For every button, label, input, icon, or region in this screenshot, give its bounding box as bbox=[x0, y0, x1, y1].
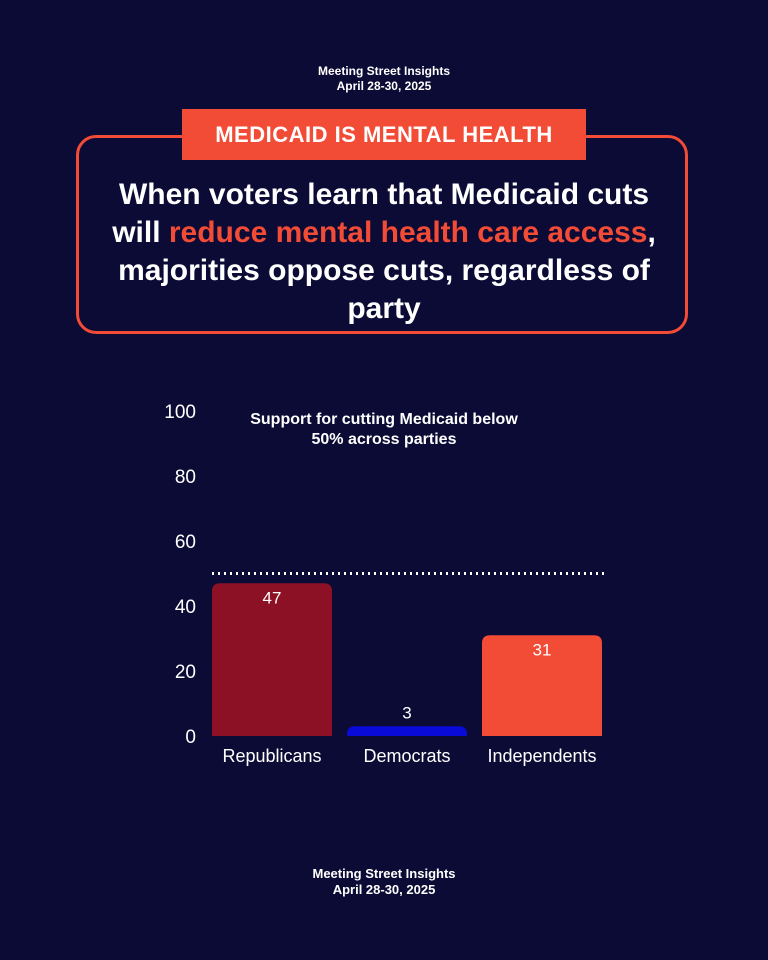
chart-title: Support for cutting Medicaid below 50% a… bbox=[250, 411, 518, 448]
headline-highlight: reduce mental health care access bbox=[168, 216, 648, 249]
x-tick-label: Republicans bbox=[222, 746, 321, 766]
y-tick-label: 0 bbox=[185, 727, 196, 748]
bar-value-label: 47 bbox=[263, 588, 282, 607]
bar-democrats bbox=[347, 726, 467, 736]
x-tick-label: Independents bbox=[487, 746, 596, 766]
headline: When voters learn that Medicaid cuts wil… bbox=[96, 176, 672, 328]
source-dates: April 28-30, 2025 bbox=[336, 79, 432, 93]
y-tick-label: 20 bbox=[175, 662, 196, 683]
headline-text: When voters learn that Medicaid cuts wil… bbox=[112, 178, 650, 249]
bar-value-label: 3 bbox=[402, 703, 411, 722]
source-dates: April 28-30, 2025 bbox=[332, 882, 436, 898]
bar-independents bbox=[482, 635, 602, 736]
topic-tag: MEDICAID IS MENTAL HEALTH bbox=[182, 109, 586, 160]
headline-text-end: , majorities oppose cuts, regardless of … bbox=[118, 216, 656, 325]
source-bottom: Meeting Street Insights April 28-30, 202… bbox=[0, 866, 768, 899]
source-top: Meeting Street Insights April 28-30, 202… bbox=[0, 64, 768, 94]
x-tick-label: Democrats bbox=[363, 746, 450, 766]
source-name: Meeting Street Insights bbox=[317, 64, 451, 78]
y-tick-label: 40 bbox=[175, 597, 196, 618]
bar-republicans bbox=[212, 583, 332, 736]
y-tick-label: 60 bbox=[175, 532, 196, 553]
bar-value-label: 31 bbox=[533, 640, 552, 659]
y-tick-label: 100 bbox=[164, 402, 196, 423]
y-tick-label: 80 bbox=[175, 467, 196, 488]
source-name: Meeting Street Insights bbox=[312, 866, 456, 881]
